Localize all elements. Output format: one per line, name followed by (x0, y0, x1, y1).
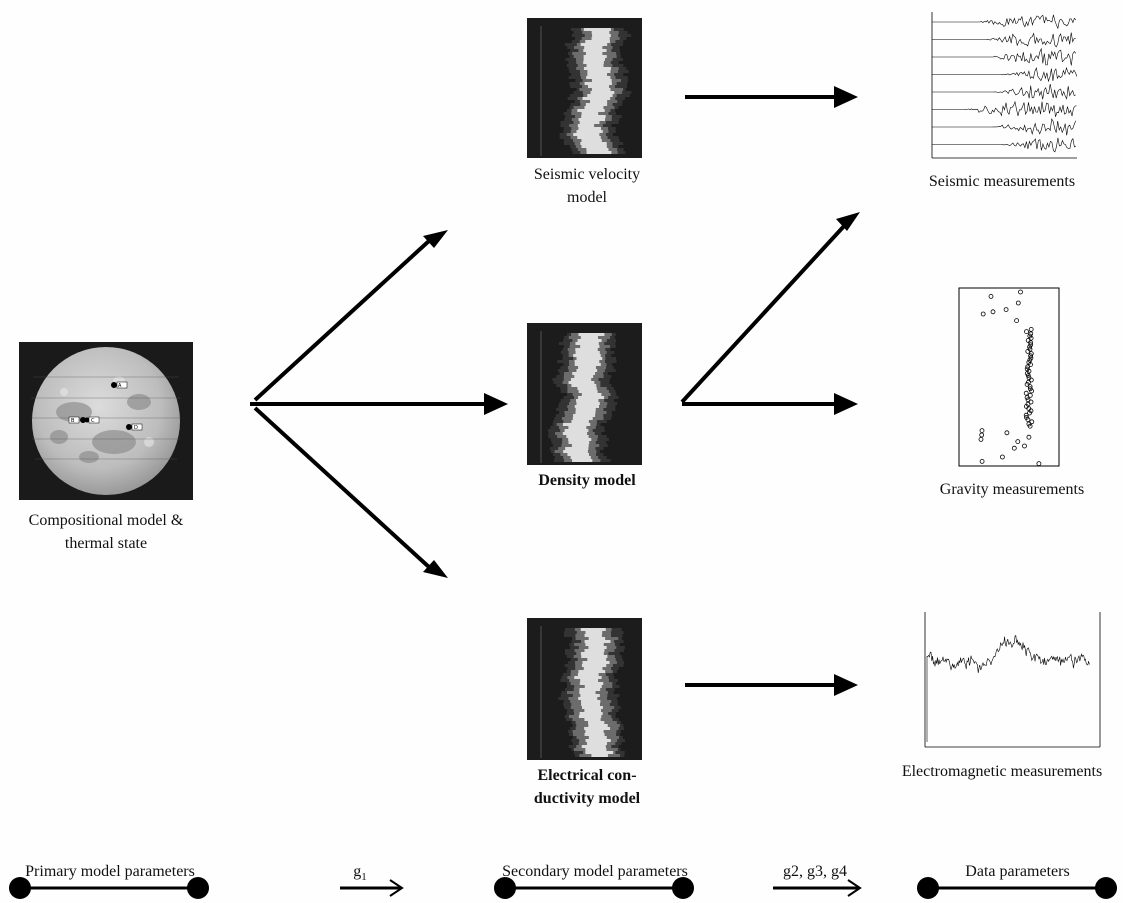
svg-text:B: B (71, 418, 75, 424)
density-caption: Density model (517, 469, 657, 492)
svg-text:D: D (134, 425, 138, 431)
legend-dot (672, 877, 694, 899)
seismic-velocity-caption-line2: model (567, 189, 607, 206)
g1-subscript: 1 (361, 871, 367, 884)
seismic-velocity-model-image (527, 18, 642, 158)
legend-dot (1095, 877, 1117, 899)
primary-caption-line1: Compositional model & (28, 512, 184, 529)
legend-dot (917, 877, 939, 899)
arrow-density-to-seismic-data (680, 223, 847, 404)
electromagnetic-measurements-caption: Electromagnetic measurements (901, 763, 1103, 780)
g234-label: g2, g3, g4 (783, 863, 847, 880)
electromagnetic-measurements-image (915, 607, 1105, 755)
heatmap-seismic (527, 18, 642, 158)
arrowhead (836, 212, 860, 231)
arrowhead (423, 560, 448, 578)
data-parameters-label: Data parameters (965, 863, 1070, 880)
electrical-conductivity-model-image (527, 618, 642, 760)
seismic-measurements-caption: Seismic measurements (928, 173, 1076, 190)
electromagnetic-plot (924, 612, 1101, 748)
arrowhead (834, 674, 858, 696)
seismic-velocity-caption-line1: Seismic velocity (533, 166, 641, 183)
legend-dot (187, 877, 209, 899)
arrowhead (834, 393, 858, 415)
gravity-measurements-image (945, 278, 1065, 470)
heatmap-density (527, 323, 642, 465)
arrow-primary-to-seismic (253, 238, 432, 402)
electrical-caption-line2: ductivity model (533, 790, 641, 807)
moon-panel: A B C D (19, 342, 193, 500)
svg-text:C: C (91, 418, 95, 424)
seismic-measurements-image (922, 8, 1084, 166)
arrowhead (423, 230, 448, 248)
electrical-caption: Electrical con- ductivity model (512, 764, 662, 810)
heatmap-electrical (527, 618, 642, 760)
gravity-scatter-plot (958, 287, 1060, 467)
density-caption-line: Density model (538, 472, 636, 489)
g1-label: g1 (330, 860, 390, 889)
gravity-measurements-caption: Gravity measurements (939, 481, 1085, 498)
density-model-image (527, 323, 642, 465)
seismic-velocity-caption: Seismic velocity model (517, 163, 657, 209)
arrowhead (834, 86, 858, 108)
electrical-caption-line1: Electrical con- (537, 767, 637, 784)
arrow-primary-to-electrical (253, 406, 432, 570)
arrowhead (484, 393, 508, 415)
legend-dot (494, 877, 516, 899)
g1-letter: g (353, 863, 362, 880)
primary-caption: Compositional model & thermal state (0, 509, 212, 555)
primary-caption-line2: thermal state (64, 535, 148, 552)
primary-parameters-label: Primary model parameters (25, 863, 195, 880)
legend-dot (9, 877, 31, 899)
moon-image: A B C D (19, 342, 193, 500)
secondary-parameters-label: Secondary model parameters (502, 863, 688, 880)
seismogram-plot (931, 12, 1078, 159)
svg-text:A: A (118, 383, 122, 389)
